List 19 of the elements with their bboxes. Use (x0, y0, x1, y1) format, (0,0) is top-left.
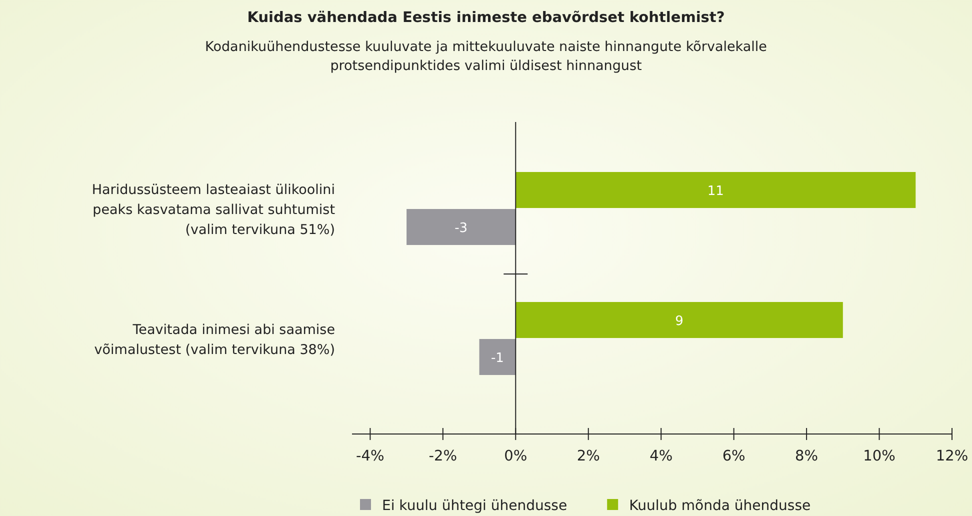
x-tick-label: -2% (428, 448, 458, 464)
x-tick-label: 8% (795, 448, 818, 464)
x-tick-label: 2% (576, 448, 600, 464)
chart-title: Kuidas vähendada Eestis inimeste ebavõrdset kohtlemist? (247, 10, 725, 26)
legend-label: Kuulub mõnda ühendusse (629, 498, 811, 514)
chart-subtitle: Kodanikuühendustesse kuuluvate ja mittekuuluvate naiste hinnangute kõrvalekalle protsendipunktides valimi üldisest hinnangust (205, 39, 767, 74)
data-label: -3 (454, 221, 468, 236)
x-tick-label: -4% (356, 448, 384, 464)
data-label: 9 (675, 314, 684, 329)
y-tick-label: Haridussüsteem lasteaiast ülikoolini peaks kasvatama sallivat suhtumist (valim tervikuna 51%) (92, 182, 335, 238)
legend-label: Ei kuulu ühtegi ühendusse (382, 498, 568, 514)
x-tick-label: 4% (650, 448, 673, 464)
x-tick-label: 12% (936, 448, 968, 464)
x-tick-label: 6% (722, 448, 746, 464)
data-label: 11 (707, 184, 724, 199)
x-tick-label: 10% (863, 448, 896, 464)
y-tick-label: Teavitada inimesi abi saamise võimalustest (valim tervikuna 38%) (94, 322, 335, 358)
data-label: -1 (490, 351, 504, 366)
x-tick-label: 0% (504, 448, 528, 464)
